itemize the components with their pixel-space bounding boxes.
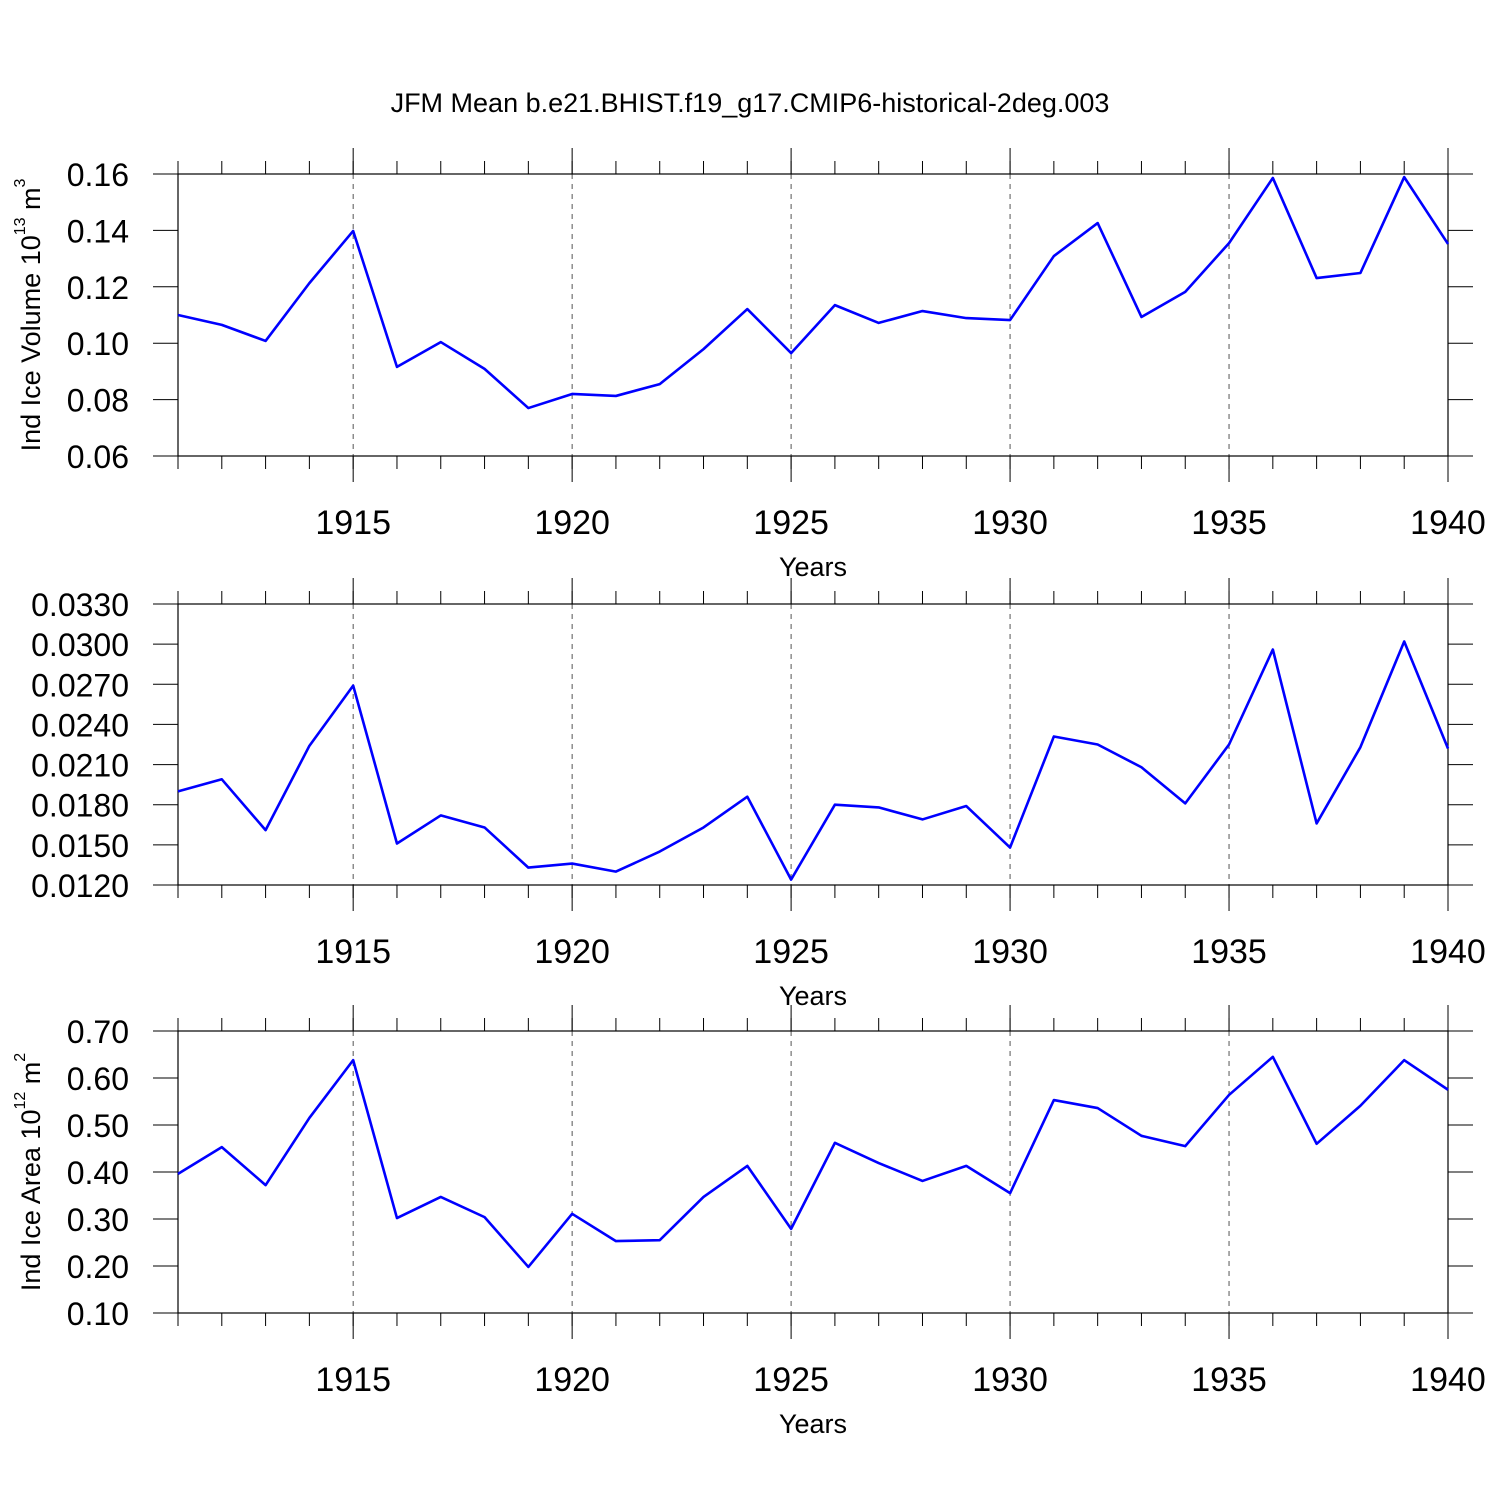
y-axis-label-exponent: 13 xyxy=(12,217,29,235)
x-axis-label: Years xyxy=(779,1409,847,1439)
y-axis-label: Ind Snow Volume 1013 m3 xyxy=(0,592,5,896)
x-tick-label: 1920 xyxy=(534,933,610,971)
y-tick-label: 0.0120 xyxy=(31,868,129,904)
y-tick-label: 0.0150 xyxy=(31,828,129,864)
data-line xyxy=(177,175,1450,410)
y-axis-label-exponent: 2 xyxy=(12,1053,29,1062)
x-tick-label: 1935 xyxy=(1191,504,1267,542)
y-tick-label: 0.16 xyxy=(67,157,129,193)
x-tick-label: 1915 xyxy=(315,1361,391,1399)
x-tick-label: 1925 xyxy=(753,933,829,971)
plot-frame xyxy=(177,173,1449,457)
y-axis-label: Ind Ice Area 1012 m2 xyxy=(12,1053,46,1291)
y-tick-label: 0.10 xyxy=(67,326,129,362)
y-tick-label: 0.14 xyxy=(67,213,129,249)
y-tick-label: 0.10 xyxy=(67,1296,129,1332)
x-tick-label: 1935 xyxy=(1191,933,1267,971)
y-tick-label: 0.0300 xyxy=(31,627,129,663)
y-axis-label-unit: m xyxy=(16,187,46,217)
y-tick-label: 0.08 xyxy=(67,383,129,419)
x-tick-label: 1930 xyxy=(972,504,1048,542)
data-line xyxy=(177,640,1450,881)
data-line xyxy=(177,1055,1449,1269)
y-tick-label: 0.12 xyxy=(67,270,129,306)
x-tick-label: 1915 xyxy=(315,504,391,542)
y-axis-label-text: Ind Snow Volume 10 xyxy=(0,649,5,897)
y-axis-label-unit: m xyxy=(16,1062,46,1092)
x-tick-label: 1930 xyxy=(972,933,1048,971)
plot-frame xyxy=(177,603,1449,886)
x-tick-label: 1915 xyxy=(315,933,391,971)
x-tick-label: 1940 xyxy=(1410,933,1486,971)
y-tick-label: 0.0210 xyxy=(31,748,129,784)
x-axis-label: Years xyxy=(779,981,847,1011)
y-axis-label-unit: m xyxy=(0,601,5,631)
y-tick-label: 0.06 xyxy=(67,439,129,475)
panel: 1915 1920 1925 1930 1935 1940 0.10 0.20 0.30 0.40… xyxy=(12,1005,1486,1439)
x-tick-label: 1920 xyxy=(534,504,610,542)
y-tick-label: 0.20 xyxy=(67,1249,129,1285)
y-tick-label: 0.60 xyxy=(67,1061,129,1097)
chart-title: JFM Mean b.e21.BHIST.f19_g17.CMIP6-histo… xyxy=(391,88,1110,118)
y-tick-label: 0.0240 xyxy=(31,707,129,743)
y-tick-label: 0.40 xyxy=(67,1155,129,1191)
x-tick-label: 1925 xyxy=(753,504,829,542)
y-tick-label: 0.0270 xyxy=(31,667,129,703)
y-tick-label: 0.0330 xyxy=(31,587,129,623)
y-axis-label-exponent: 12 xyxy=(12,1092,29,1110)
y-tick-label: 0.70 xyxy=(67,1014,129,1050)
x-tick-label: 1925 xyxy=(753,1361,829,1399)
y-axis-label: Ind Ice Volume 1013 m3 xyxy=(12,178,46,451)
plot-frame xyxy=(177,1030,1449,1314)
x-tick-label: 1935 xyxy=(1191,1361,1267,1399)
y-axis-label-text: Ind Ice Area 10 xyxy=(16,1110,46,1292)
y-axis-label-exponent: 3 xyxy=(12,178,29,187)
x-tick-label: 1940 xyxy=(1410,1361,1486,1399)
panel: 1915 1920 1925 1930 1935 1940 0.0120 0.0150 0.01… xyxy=(0,578,1486,1011)
y-axis-label-text: Ind Ice Volume 10 xyxy=(16,235,46,451)
x-tick-label: 1930 xyxy=(972,1361,1048,1399)
panel: 1915 1920 1925 1930 1935 1940 0.06 0.08 0.10 0.12… xyxy=(12,148,1486,582)
y-tick-label: 0.30 xyxy=(67,1202,129,1238)
x-axis-label: Years xyxy=(779,552,847,582)
x-tick-label: 1920 xyxy=(534,1361,610,1399)
x-tick-label: 1940 xyxy=(1410,504,1486,542)
y-tick-label: 0.50 xyxy=(67,1108,129,1144)
y-tick-label: 0.0180 xyxy=(31,788,129,824)
